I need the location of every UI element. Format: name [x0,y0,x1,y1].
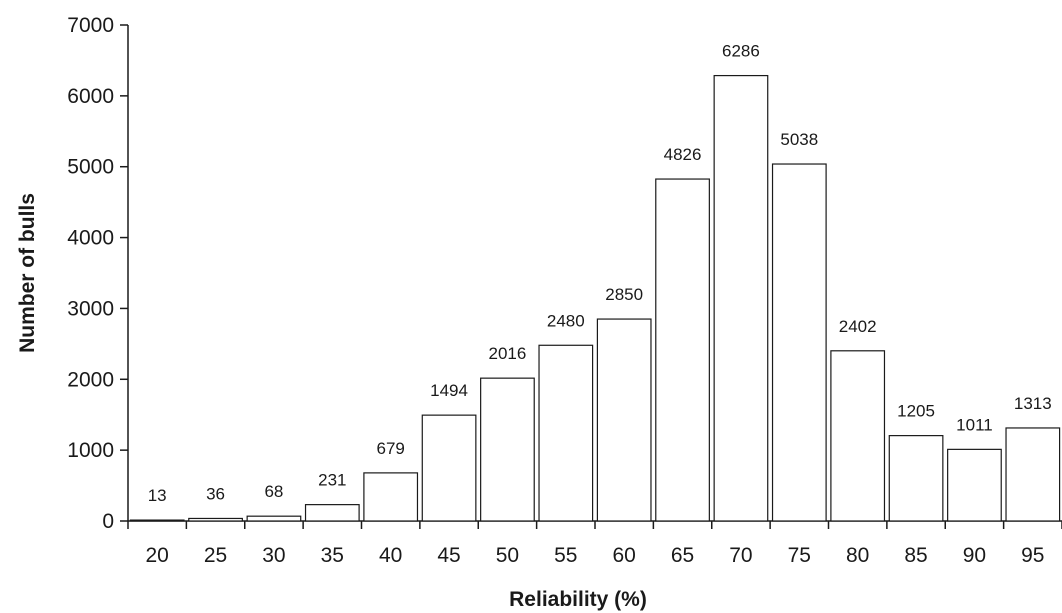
bar-value-label: 1494 [430,381,468,400]
bar-value-label: 2016 [489,344,527,363]
y-tick-label: 4000 [67,227,114,250]
y-tick-label: 1000 [67,439,114,462]
bar-value-label: 2850 [605,285,643,304]
y-tick-label: 0 [102,510,114,533]
x-tick-label: 60 [613,544,636,567]
bar-value-label: 5038 [780,130,818,149]
y-tick-label: 5000 [67,156,114,179]
bar [188,517,243,522]
data-labels: 13 36 68 231 679 1494 2016 2480 2850 4826 6286 5038… [148,42,1052,505]
bar [363,472,419,522]
x-axis-title: Reliability (%) [509,588,647,611]
bar [947,448,1002,522]
x-axis: 20 25 30 35 40 45 50 55 60 65 70 75 80 85 90 95 [127,520,1062,567]
bar-value-label: 1313 [1014,394,1052,413]
bar [888,435,944,522]
x-tick-label: 85 [904,544,927,567]
bar-value-label: 1205 [897,402,935,421]
x-tick-label: 20 [146,544,169,567]
x-tick-label: 45 [437,544,460,567]
bar [538,344,594,522]
bar-value-label: 6286 [722,42,760,61]
bar-value-label: 2480 [547,311,585,330]
bar [480,377,535,522]
bar [421,414,477,522]
bar-value-label: 1011 [956,415,993,434]
bar [713,74,769,522]
bar-value-label: 13 [148,486,167,505]
bar-value-label: 68 [264,482,283,501]
bar-value-label: 679 [377,439,405,458]
x-tick-label: 50 [496,544,519,567]
bar-value-label: 2402 [839,317,877,336]
bar-value-label: 231 [318,471,346,490]
bar-value-label: 4826 [664,145,702,164]
bar [771,163,827,522]
bar [1005,427,1061,522]
bars [129,74,1061,522]
x-tick-label: 65 [671,544,694,567]
y-axis-title: Number of bulls [16,193,39,353]
bar-value-label: 36 [206,484,225,503]
y-tick-label: 3000 [67,297,114,320]
x-tick-label: 40 [379,544,402,567]
x-tick-label: 80 [846,544,869,567]
x-tick-label: 30 [262,544,285,567]
bar [129,519,185,522]
x-tick-label: 70 [729,544,752,567]
y-tick-label: 7000 [67,14,114,37]
y-tick-label: 2000 [67,368,114,391]
bar [304,504,360,522]
x-tick-label: 75 [788,544,811,567]
x-tick-label: 90 [963,544,986,567]
bar [246,515,302,522]
bar [655,178,710,522]
x-tick-label: 35 [321,544,344,567]
x-tick-label: 25 [204,544,227,567]
y-axis: 0 1000 2000 3000 4000 5000 6000 7000 [67,14,129,533]
x-tick-label: 55 [554,544,577,567]
x-tick-label: 95 [1021,544,1044,567]
bar [830,350,886,522]
y-tick-label: 6000 [67,85,114,108]
bar [596,318,652,522]
